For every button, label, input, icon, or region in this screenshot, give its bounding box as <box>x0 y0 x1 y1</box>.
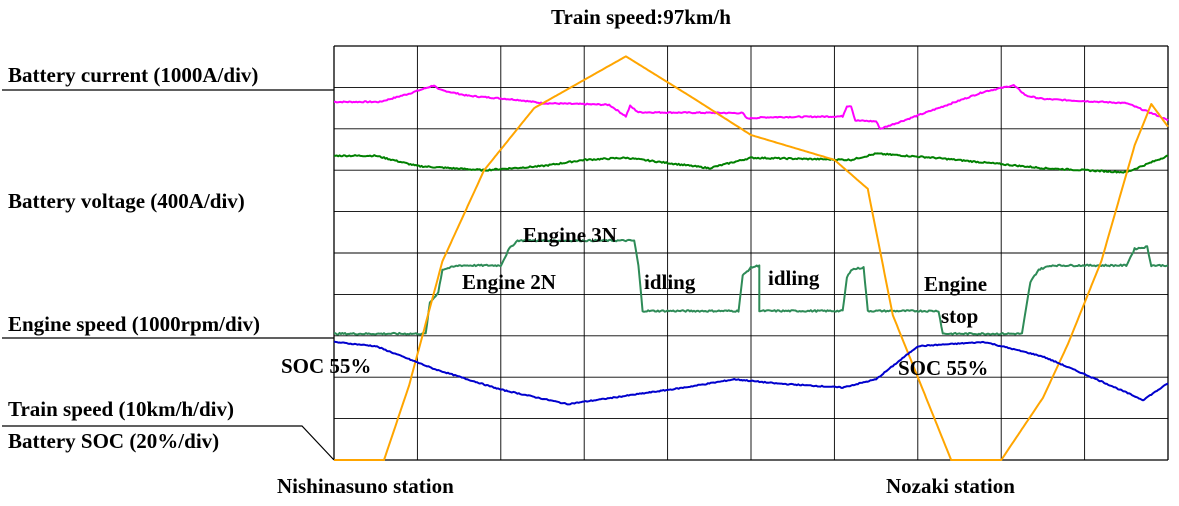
series-line-engine-speed <box>333 238 1169 336</box>
channel-label-battery-current: Battery current (1000A/div) <box>8 63 258 87</box>
channel-label-train-speed: Train speed (10km/h/div) <box>8 397 234 421</box>
annotation-engine-stop-line1: Engine <box>924 272 987 296</box>
annotation-engine-stop-line2: stop <box>941 304 978 328</box>
station-label-nishinasuno: Nishinasuno station <box>277 474 454 498</box>
annotation-engine-3n: Engine 3N <box>523 223 617 247</box>
series-line-battery-voltage <box>333 152 1169 174</box>
channel-labels: Battery current (1000A/div) Battery volt… <box>8 63 260 453</box>
annotation-soc-left: SOC 55% <box>281 354 371 378</box>
channel-label-underlines <box>2 89 335 461</box>
channel-label-battery-soc: Battery SOC (20%/div) <box>8 429 219 453</box>
series-line-train-speed <box>334 55 1169 461</box>
chart-title: Train speed:97km/h <box>551 5 731 29</box>
annotation-soc-right: SOC 55% <box>898 356 988 380</box>
channel-label-engine-speed: Engine speed (1000rpm/div) <box>8 312 260 336</box>
station-label-nozaki: Nozaki station <box>886 474 1015 498</box>
channel-label-battery-voltage: Battery voltage (400A/div) <box>8 189 245 213</box>
series-line-battery-current <box>333 84 1169 130</box>
chart-series <box>333 55 1169 461</box>
annotation-engine-2n: Engine 2N <box>462 270 556 294</box>
annotation-idling-2: idling <box>768 266 820 290</box>
station-labels: Nishinasuno station Nozaki station <box>277 474 1015 498</box>
annotation-idling-1: idling <box>644 270 696 294</box>
underline-train-speed <box>2 425 335 461</box>
annotations: Engine 3N Engine 2N idling idling Engine… <box>281 223 988 380</box>
series-line-battery-soc <box>333 340 1169 406</box>
